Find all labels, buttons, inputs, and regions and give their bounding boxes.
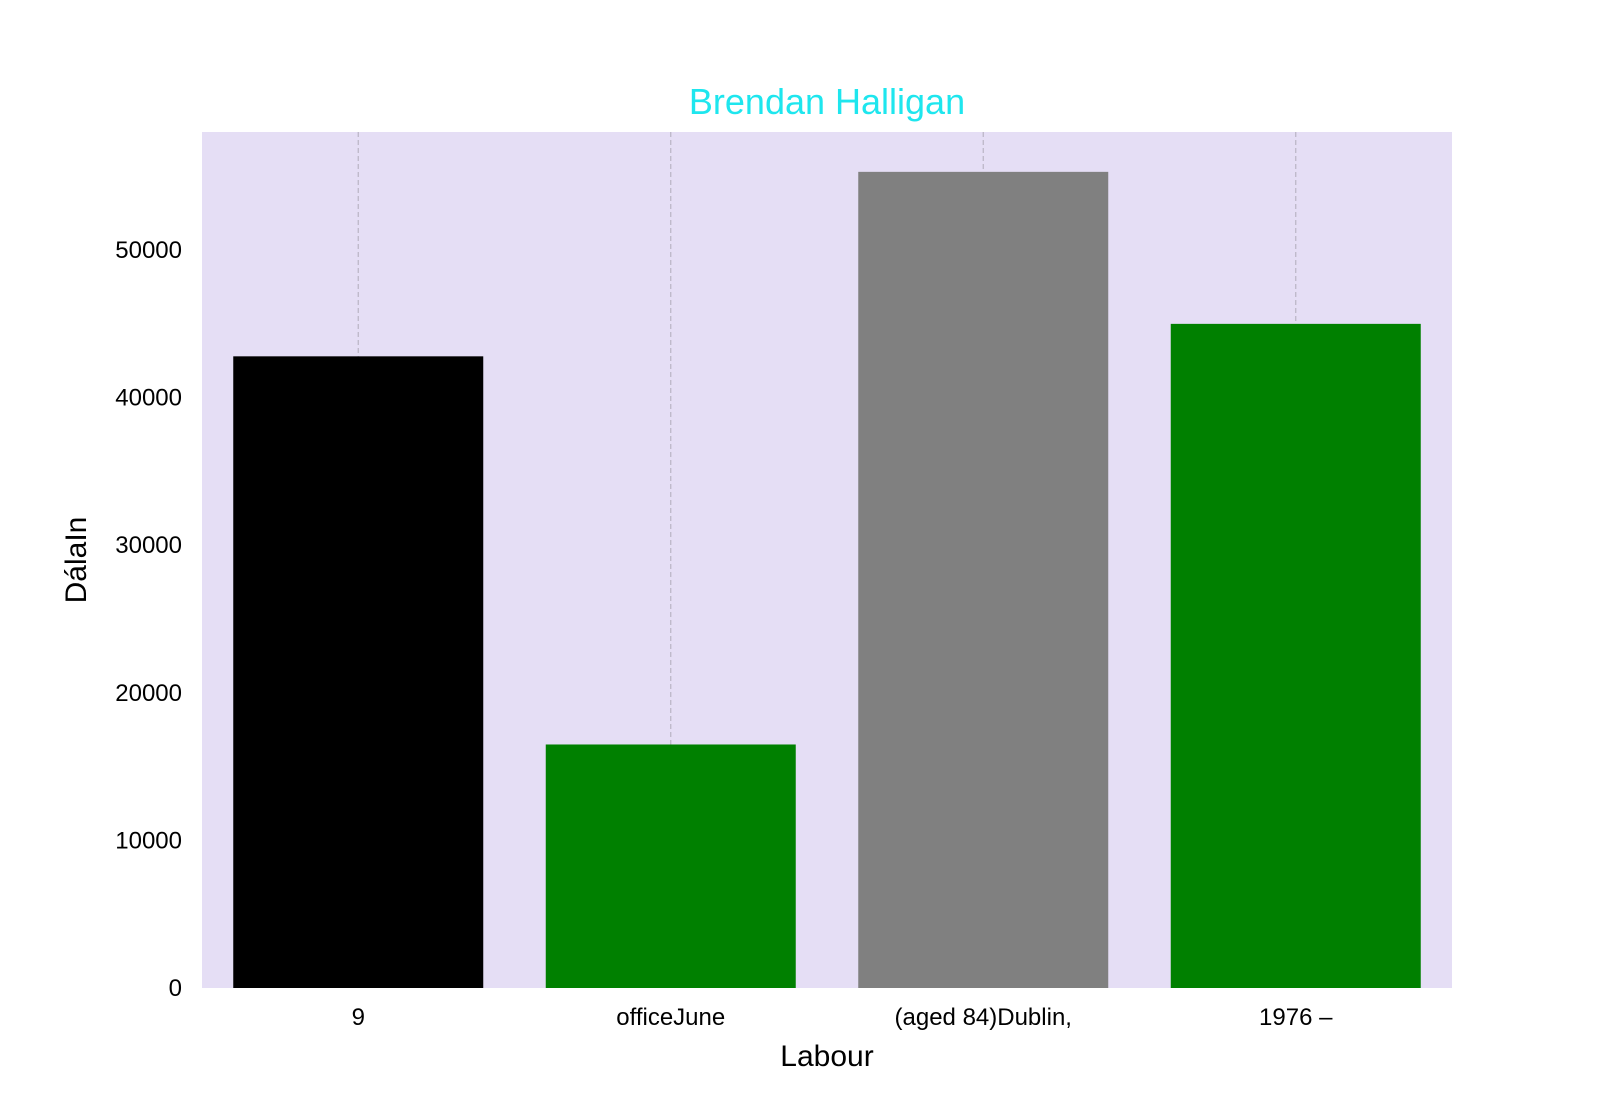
bar bbox=[858, 171, 1109, 989]
y-tick-label: 10000 bbox=[115, 827, 182, 854]
y-tick-label: 50000 bbox=[115, 237, 182, 264]
x-tick-label: 1976 – bbox=[1259, 1004, 1333, 1031]
bar bbox=[1170, 323, 1421, 988]
bar bbox=[545, 744, 796, 988]
y-tick-label: 40000 bbox=[115, 385, 182, 412]
y-tick-label: 30000 bbox=[115, 532, 182, 559]
bars-group bbox=[233, 171, 1421, 989]
y-tick-label: 20000 bbox=[115, 680, 182, 707]
x-tick-label: 9 bbox=[352, 1004, 365, 1031]
chart-title: Brendan Halligan bbox=[689, 81, 965, 122]
x-axis-ticks: 9 officeJune (aged 84)Dublin, 1976 – bbox=[352, 1004, 1334, 1031]
bar bbox=[233, 356, 484, 988]
x-tick-label: (aged 84)Dublin, bbox=[895, 1004, 1072, 1031]
y-axis-ticks: 0 10000 20000 30000 40000 50000 bbox=[115, 237, 182, 1002]
x-axis-label: Labour bbox=[780, 1040, 873, 1073]
y-axis-label: DálaIn bbox=[60, 517, 93, 604]
y-tick-label: 0 bbox=[169, 975, 182, 1002]
x-tick-label: officeJune bbox=[616, 1004, 725, 1031]
